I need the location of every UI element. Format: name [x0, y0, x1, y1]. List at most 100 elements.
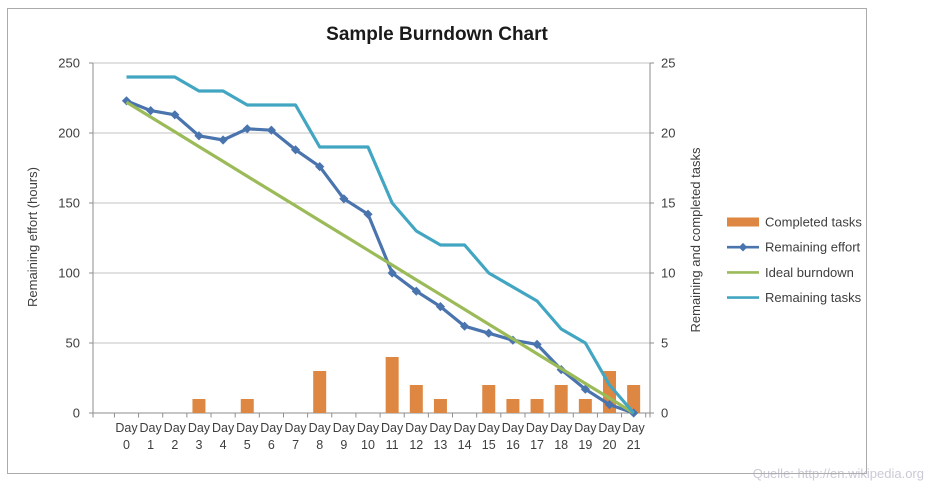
x-axis-label-word: Day [115, 421, 138, 435]
marker-diamond [242, 124, 252, 134]
x-axis-label-number: 13 [433, 438, 447, 452]
x-axis-label-number: 21 [627, 438, 641, 452]
marker-diamond [363, 209, 373, 219]
x-axis-label-number: 20 [603, 438, 617, 452]
marker-diamond [604, 400, 615, 410]
x-axis-label-number: 6 [268, 438, 275, 452]
x-axis-label-word: Day [381, 421, 404, 435]
legend-label-remaining-tasks: Remaining tasks [765, 290, 862, 305]
x-axis-label-word: Day [550, 421, 573, 435]
left-axis-tick-label: 100 [58, 266, 80, 281]
x-axis-label-word: Day [309, 421, 332, 435]
legend-swatch-bar [727, 217, 759, 227]
bar-day-18 [554, 385, 568, 413]
right-axis-tick-label: 10 [661, 266, 675, 281]
bar-day-3 [192, 399, 206, 413]
x-axis-label-number: 5 [244, 438, 251, 452]
x-axis-label-number: 10 [361, 438, 375, 452]
x-axis-label-word: Day [502, 421, 525, 435]
x-axis-label-word: Day [574, 421, 597, 435]
marker-diamond [435, 302, 446, 312]
bar-day-16 [506, 399, 520, 413]
bar-day-13 [433, 399, 447, 413]
right-axis-tick-label: 0 [661, 406, 668, 421]
x-axis-label-word: Day [188, 421, 211, 435]
bar-day-19 [578, 399, 592, 413]
x-axis-label-word: Day [598, 421, 621, 435]
x-axis-label-number: 3 [195, 438, 202, 452]
marker-diamond [580, 384, 590, 394]
x-axis-label-word: Day [333, 421, 356, 435]
right-axis-tick-label: 15 [661, 196, 675, 211]
legend-label-ideal-burndown: Ideal burndown [765, 265, 854, 280]
x-axis-label-word: Day [405, 421, 428, 435]
left-axis-tick-label: 200 [58, 126, 80, 141]
marker-diamond [146, 106, 156, 116]
left-axis-tick-label: 0 [73, 406, 80, 421]
marker-diamond [387, 268, 397, 278]
x-axis-label-word: Day [357, 421, 380, 435]
left-axis-tick-label: 250 [58, 56, 80, 71]
x-axis-label-number: 7 [292, 438, 299, 452]
left-axis-title: Remaining effort (hours) [25, 167, 40, 307]
x-axis-label-word: Day [236, 421, 259, 435]
chart-frame [7, 8, 867, 474]
line-remaining-tasks [126, 75, 635, 415]
marker-diamond [460, 321, 470, 331]
x-axis-label-word: Day [140, 421, 163, 435]
line-ideal-burndown [125, 100, 635, 415]
marker-diamond [266, 125, 276, 135]
x-axis-label-number: 18 [554, 438, 568, 452]
x-axis-label-number: 12 [409, 438, 423, 452]
marker-diamond [484, 328, 494, 338]
x-axis-label-number: 15 [482, 438, 496, 452]
bar-day-21 [627, 385, 641, 413]
marker-diamond [290, 145, 301, 155]
x-axis-label-word: Day [453, 421, 476, 435]
x-axis-label-word: Day [260, 421, 283, 435]
left-axis-tick-label: 150 [58, 196, 80, 211]
right-axis-tick-label: 25 [661, 56, 675, 71]
x-axis-label-word: Day [212, 421, 235, 435]
bar-day-17 [530, 399, 544, 413]
x-axis-label-number: 4 [220, 438, 227, 452]
right-axis-tick-label: 20 [661, 126, 675, 141]
chart-title: Sample Burndown Chart [326, 24, 548, 45]
bar-day-11 [385, 357, 399, 413]
marker-diamond [411, 286, 421, 296]
bar-day-8 [313, 371, 327, 413]
marker-diamond [339, 194, 349, 204]
plot-area: 0 50 100 150 200 250 0 5 10 15 20 25 Day 0 Day 1 Day 2 Day… [58, 56, 862, 453]
left-axis-tick-label: 50 [66, 336, 80, 351]
x-axis-label-number: 8 [316, 438, 323, 452]
x-axis-label-number: 19 [578, 438, 592, 452]
x-axis-label-number: 14 [458, 438, 472, 452]
right-axis-title: Remaining and completed tasks [688, 147, 703, 332]
x-axis-label-word: Day [164, 421, 187, 435]
legend-marker-diamond [738, 242, 748, 252]
x-axis-label-word: Day [284, 421, 307, 435]
marker-diamond [532, 339, 542, 349]
marker-diamond [194, 131, 204, 141]
bar-day-12 [409, 385, 423, 413]
legend-label-remaining-effort: Remaining effort [765, 240, 861, 255]
marker-diamond [170, 110, 180, 120]
legend-label-completed-tasks: Completed tasks [765, 215, 862, 230]
right-axis-tick-label: 5 [661, 336, 668, 351]
x-axis-label-word: Day [429, 421, 452, 435]
x-axis-label-word: Day [526, 421, 549, 435]
x-axis-label-number: 16 [506, 438, 520, 452]
x-axis-label-number: 1 [147, 438, 154, 452]
marker-diamond [315, 162, 325, 172]
x-axis-label-number: 9 [340, 438, 347, 452]
bar-day-5 [240, 399, 254, 413]
bar-day-15 [482, 385, 496, 413]
line-remaining-effort [125, 99, 635, 415]
x-axis-label-word: Day [623, 421, 646, 435]
marker-diamond [218, 135, 228, 145]
x-axis-label-number: 17 [530, 438, 544, 452]
x-axis-label-number: 11 [386, 438, 399, 452]
x-axis-label-number: 2 [171, 438, 178, 452]
x-axis-label-number: 0 [123, 438, 130, 452]
